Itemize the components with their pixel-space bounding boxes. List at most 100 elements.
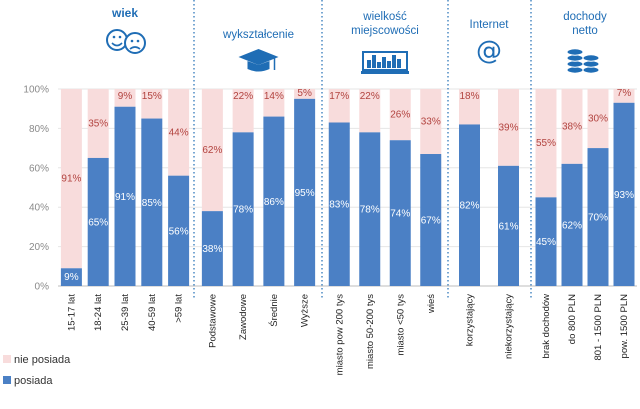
- coin: [566, 66, 584, 74]
- value-label-nie-posiada: 55%: [536, 138, 556, 149]
- building: [372, 55, 376, 68]
- bar-posiada: [114, 106, 136, 286]
- bar-posiada: [168, 175, 190, 286]
- eye: [130, 39, 134, 43]
- bar-nie-posiada: [459, 89, 480, 125]
- bar-nie-posiada: [294, 89, 316, 99]
- legend-swatch-posiada: [3, 376, 11, 384]
- bar-posiada: [420, 154, 442, 286]
- eye: [112, 35, 116, 39]
- bar-nie-posiada: [359, 89, 381, 133]
- bar-posiada: [535, 197, 557, 286]
- value-label-posiada: 85%: [142, 198, 162, 209]
- coins-icon: [566, 48, 600, 74]
- category-label: miasto pow 200 tys: [334, 294, 345, 376]
- bar-posiada: [232, 132, 254, 286]
- value-label-posiada: 74%: [390, 209, 410, 220]
- bar-posiada: [141, 118, 163, 286]
- value-label-posiada: 78%: [360, 205, 380, 216]
- group-wiek: wiek 91% 9% 15-17 lat 35% 65% 18-24 lat 9% 91% 25…: [60, 6, 190, 331]
- category-label: pow. 1500 PLN: [619, 294, 630, 359]
- category-label: Podstawowe: [207, 294, 218, 348]
- bar-posiada: [328, 122, 350, 287]
- smile: [111, 42, 123, 47]
- ground: [361, 71, 409, 74]
- bar-nie-posiada: [201, 89, 223, 212]
- value-label-nie-posiada: 39%: [498, 122, 518, 133]
- category-label: 18-24 lat: [93, 294, 104, 331]
- category-label: Wyższe: [300, 294, 311, 327]
- bar-posiada: [561, 163, 583, 286]
- bar-nie-posiada: [498, 89, 519, 166]
- bar-posiada: [459, 124, 480, 287]
- category-label: korzystający: [465, 294, 476, 347]
- value-label-posiada: 61%: [498, 221, 518, 232]
- y-tick-label: 80%: [29, 124, 49, 135]
- at-sign-icon: @: [476, 36, 502, 66]
- value-label-posiada: 82%: [459, 201, 479, 212]
- value-label-posiada: 65%: [88, 217, 108, 228]
- group-dochody: dochody netto 55% 45% brak dochodów 38% 62% do …: [535, 11, 635, 361]
- value-label-nie-posiada: 15%: [142, 91, 162, 102]
- eye: [118, 35, 122, 39]
- value-label-posiada: 78%: [233, 205, 253, 216]
- value-label-nie-posiada: 44%: [169, 127, 189, 138]
- bar-nie-posiada: [561, 89, 583, 164]
- bar-nie-posiada: [232, 89, 254, 133]
- value-label-posiada: 45%: [536, 237, 556, 248]
- value-label-posiada: 70%: [588, 213, 608, 224]
- value-label-nie-posiada: 7%: [617, 88, 632, 99]
- bar-nie-posiada: [60, 89, 82, 269]
- legend-label-posiada: posiada: [14, 375, 53, 387]
- bar-nie-posiada: [263, 89, 285, 117]
- value-label-posiada: 95%: [295, 188, 315, 199]
- value-label-nie-posiada: 26%: [390, 110, 410, 121]
- group-title: miejscowości: [351, 25, 419, 37]
- building: [392, 55, 396, 68]
- bar-nie-posiada: [535, 89, 557, 198]
- value-label-nie-posiada: 17%: [329, 91, 349, 102]
- cap-board: [238, 49, 279, 65]
- cap-base: [247, 61, 270, 72]
- category-label: do 800 PLN: [567, 294, 578, 344]
- bar-posiada: [587, 148, 609, 286]
- category-label: Średnie: [268, 294, 280, 327]
- bar-nie-posiada: [587, 89, 609, 149]
- y-tick-label: 20%: [29, 242, 49, 253]
- category-label: 801 - 1500 PLN: [593, 294, 604, 361]
- value-label-nie-posiada: 9%: [118, 91, 133, 102]
- category-label: niekorzystający: [504, 294, 515, 359]
- bar-nie-posiada: [168, 89, 190, 176]
- bar-posiada: [613, 102, 635, 286]
- category-label: 25-39 lat: [120, 294, 131, 331]
- bar-posiada: [498, 165, 519, 286]
- value-label-nie-posiada: 91%: [61, 174, 81, 185]
- value-label-posiada: 86%: [264, 197, 284, 208]
- value-label-nie-posiada: 30%: [588, 114, 608, 125]
- coin: [582, 66, 600, 74]
- value-label-nie-posiada: 35%: [88, 118, 108, 129]
- group-wielkosc: wielkość miejscowości 17% 83% miasto pow 200…: [328, 11, 442, 376]
- value-label-nie-posiada: 5%: [297, 88, 312, 99]
- bar-posiada: [60, 268, 82, 286]
- y-tick-label: 60%: [29, 163, 49, 174]
- value-label-nie-posiada: 22%: [233, 91, 253, 102]
- coin: [566, 48, 584, 56]
- city-frame: [362, 51, 408, 71]
- face-happy: [106, 29, 128, 51]
- legend-label-nie_posiada: nie posiada: [14, 354, 71, 366]
- eye: [136, 39, 140, 43]
- category-label: >59 lat: [174, 294, 185, 323]
- graduation-cap-icon: [238, 49, 279, 72]
- category-label: miasto 50-200 tys: [365, 294, 376, 369]
- group-title: wielkość: [362, 11, 407, 23]
- category-label: 15-17 lat: [66, 294, 77, 331]
- value-label-nie-posiada: 14%: [264, 91, 284, 102]
- coin: [582, 60, 600, 68]
- value-label-posiada: 91%: [115, 192, 135, 203]
- bar-nie-posiada: [114, 89, 136, 107]
- legend-swatch-nie_posiada: [3, 355, 11, 363]
- value-label-posiada: 9%: [64, 272, 79, 283]
- bar-posiada: [389, 140, 411, 286]
